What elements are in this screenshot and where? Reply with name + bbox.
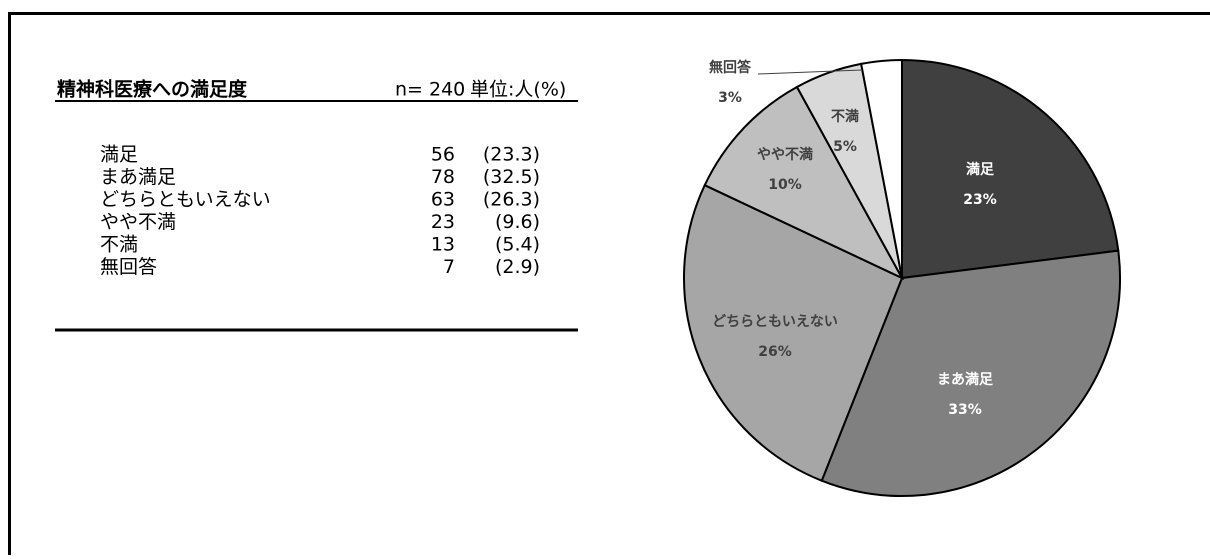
slice-label: 満足	[966, 161, 995, 178]
table-n: n= 240	[395, 79, 465, 101]
row-label: まあ満足	[100, 166, 176, 188]
row-percent: (2.9)	[495, 256, 540, 278]
slice-value: 10%	[768, 177, 802, 193]
table-unit: 単位:人(%)	[470, 79, 566, 101]
row-label: 満足	[100, 144, 138, 166]
table-title: 精神科医療への満足度	[57, 78, 248, 101]
row-label: 無回答	[100, 256, 157, 278]
slice-label: 無回答	[709, 59, 752, 76]
row-percent: (26.3)	[483, 189, 540, 211]
row-count: 23	[431, 211, 455, 233]
slice-value: 26%	[758, 344, 792, 360]
row-percent: (5.4)	[495, 234, 540, 256]
slice-label: どちらともいえない	[712, 314, 838, 330]
row-count: 7	[443, 256, 455, 278]
row-label: どちらともいえない	[100, 189, 271, 211]
slice-value: 33%	[948, 402, 982, 418]
slice-label: まあ満足	[937, 371, 994, 388]
slice-value: 3%	[718, 90, 742, 106]
slice-label: 不満	[831, 108, 859, 125]
row-count: 63	[431, 189, 455, 211]
row-percent: (32.5)	[483, 166, 540, 188]
row-count: 13	[431, 234, 455, 256]
row-count: 56	[431, 144, 455, 166]
pie-slice	[902, 60, 1118, 278]
row-percent: (23.3)	[483, 144, 540, 166]
row-label: やや不満	[100, 211, 176, 233]
row-percent: (9.6)	[495, 211, 540, 233]
row-label: 不満	[100, 234, 138, 256]
slice-value: 5%	[833, 139, 857, 155]
slice-value: 23%	[963, 192, 997, 208]
slice-label: やや不満	[757, 146, 813, 163]
row-count: 78	[431, 166, 455, 188]
